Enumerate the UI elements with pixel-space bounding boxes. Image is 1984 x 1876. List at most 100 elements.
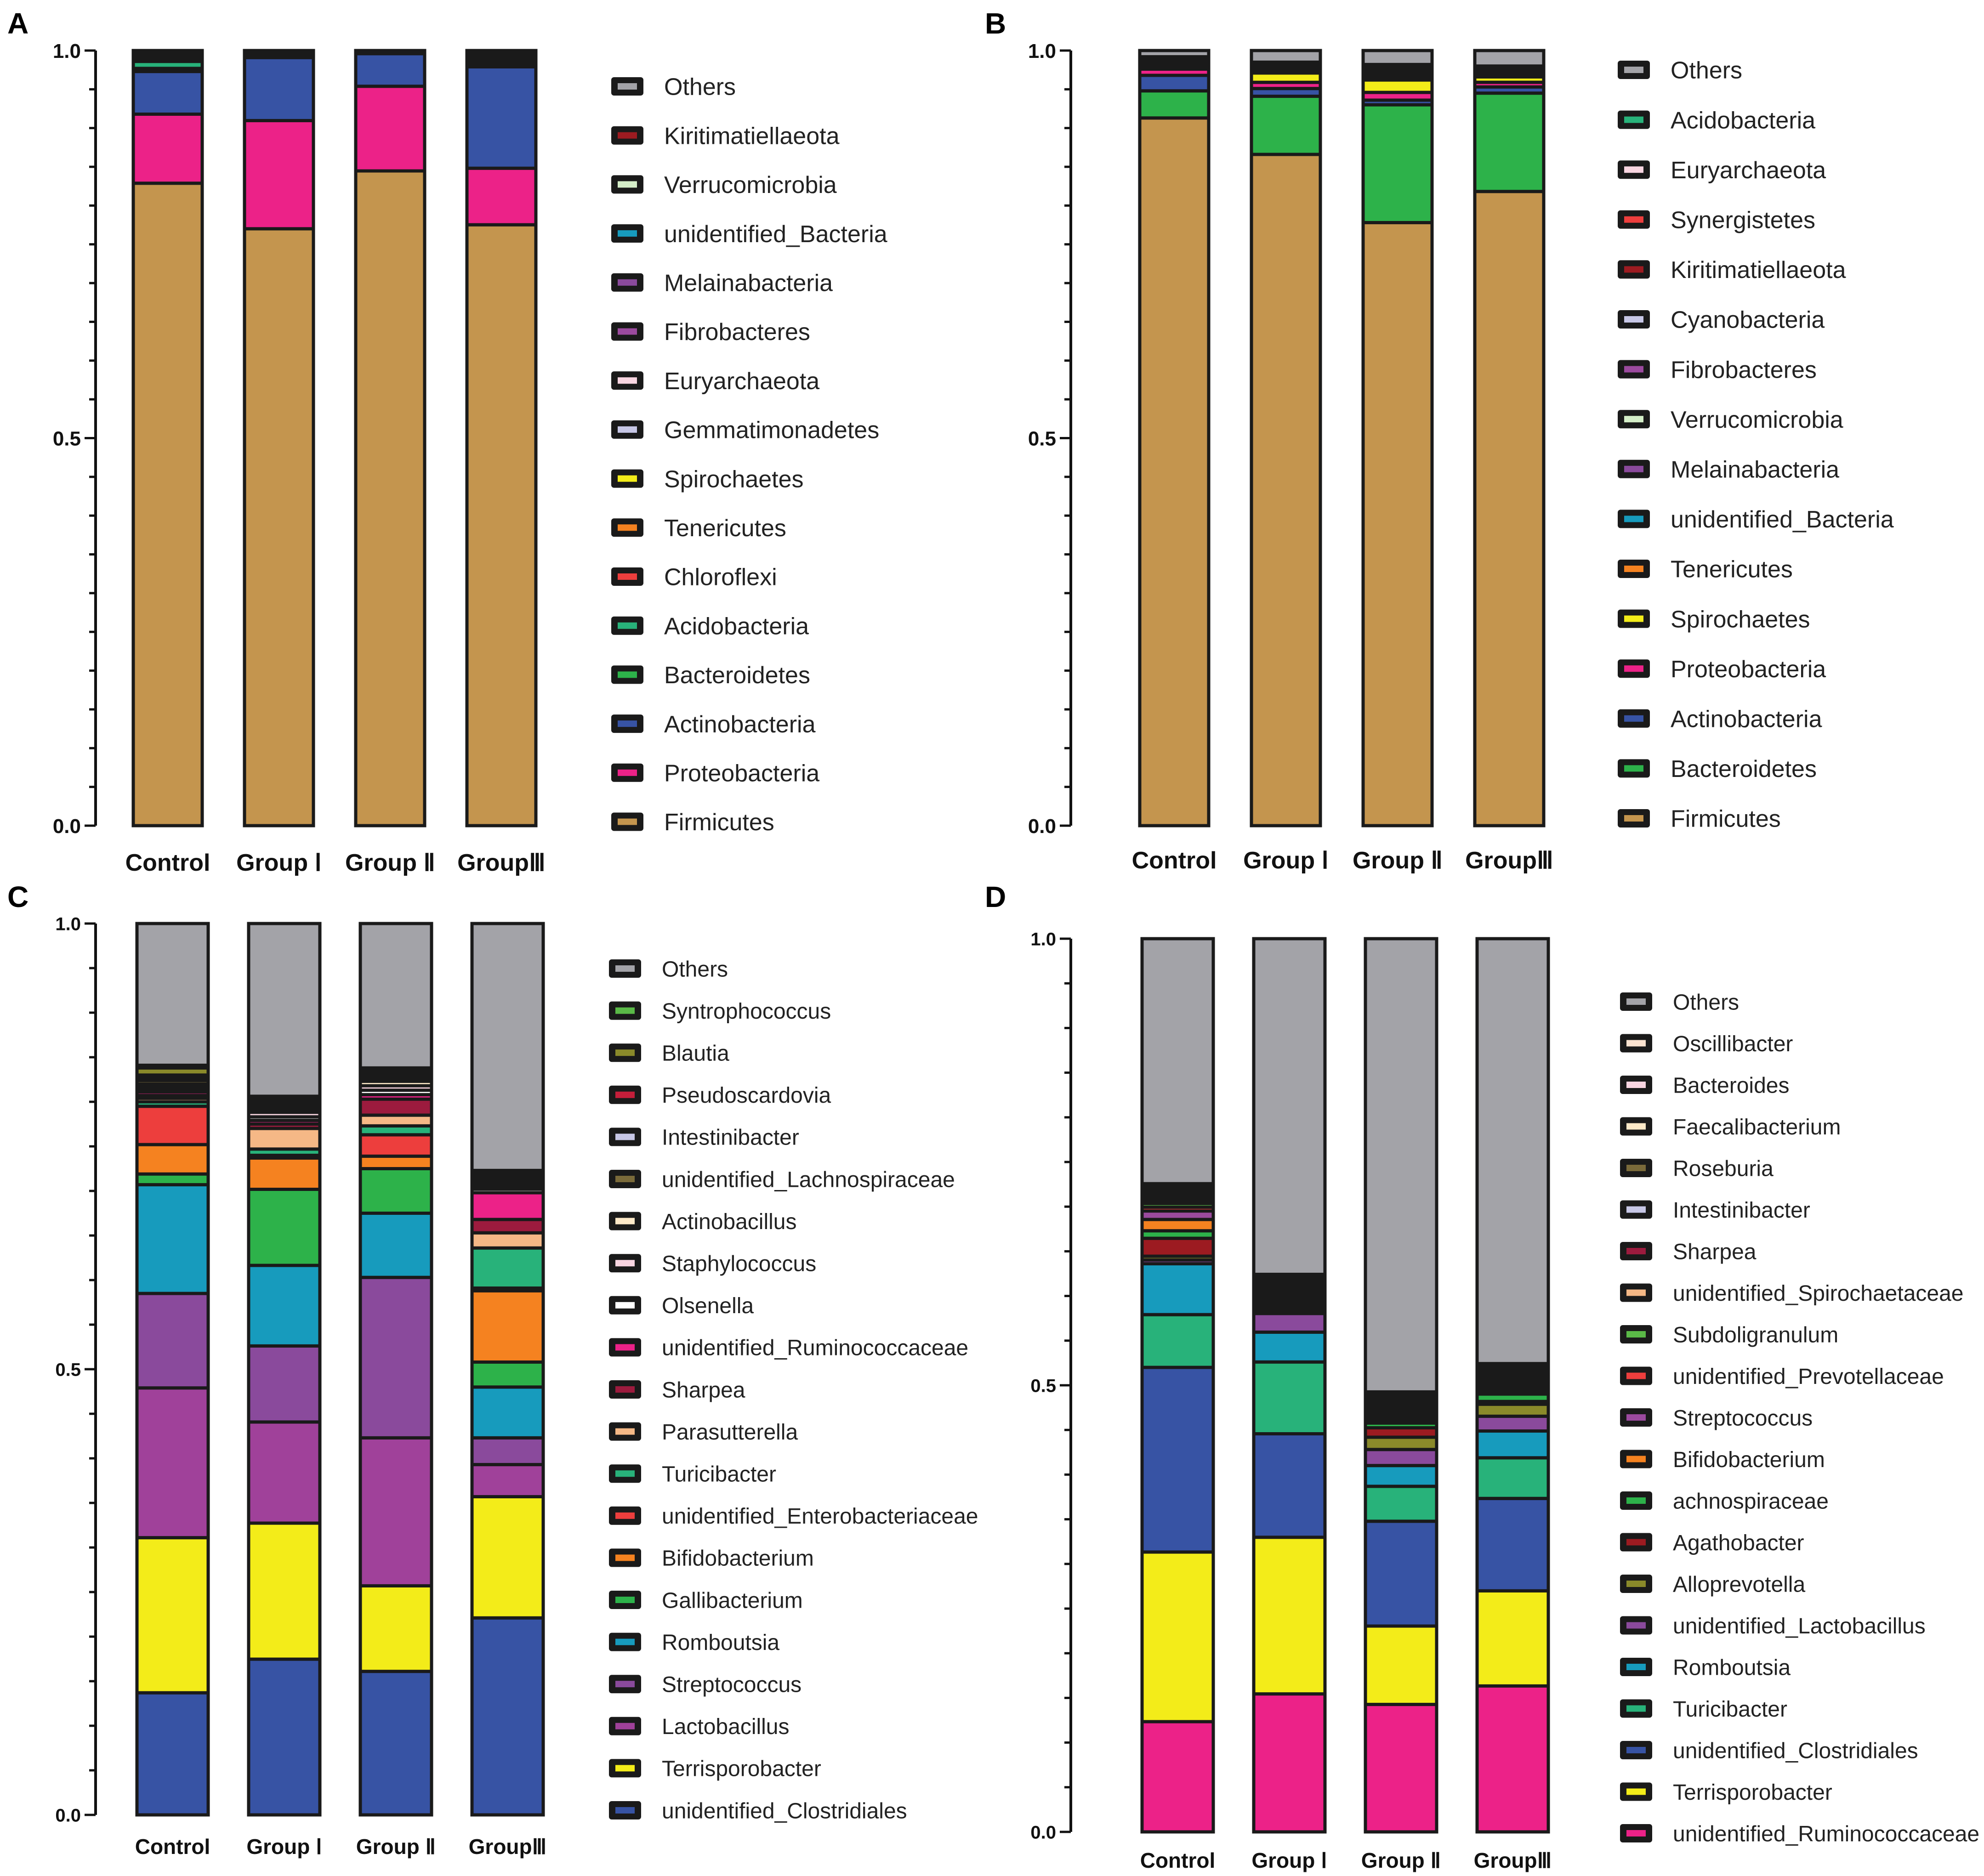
legend-label: Bacteroidetes	[664, 662, 810, 689]
legend-label: Turicibacter	[1673, 1697, 1787, 1722]
panel-letter-c: C	[7, 880, 29, 913]
panel-d-chart: 0.0 0.5 1.0 Control Group Ⅰ Group Ⅱ GroupⅢ Othe…	[1030, 929, 1979, 1872]
legend-label: Blautia	[662, 1041, 729, 1066]
panel-c-segment-lactobacillus	[358, 1436, 433, 1587]
legend-swatch-fill	[618, 573, 637, 580]
legend-swatch-fill	[615, 1428, 635, 1435]
legend-label: Chloroflexi	[664, 564, 777, 591]
legend-swatch-fill	[1624, 366, 1643, 373]
legend-swatch-fill	[1626, 1830, 1646, 1836]
legend-swatch-fill	[1626, 1040, 1646, 1047]
legend-label: Romboutsia	[662, 1631, 779, 1655]
panel-c-segment-lactobacillus	[470, 1463, 545, 1498]
panel-c-segment-romboutsia	[247, 1264, 322, 1348]
panel-a-segment-proteobacteria	[354, 85, 426, 173]
panel-b-bar-control	[1138, 49, 1211, 827]
panel-d-segment-terrisporobacter	[1140, 1550, 1215, 1723]
panel-d-bar-control	[1140, 937, 1215, 1834]
legend-swatch-fill	[1624, 216, 1643, 223]
legend-label: Intestinibacter	[1673, 1198, 1810, 1223]
legend-swatch-fill	[618, 671, 637, 678]
panel-c-segment-sharpea	[358, 1097, 433, 1117]
legend-swatch-fill	[615, 1723, 635, 1729]
legend-swatch-fill	[618, 769, 637, 776]
legend-swatch-fill	[1624, 266, 1643, 273]
panel-c-segment-parasutterella	[247, 1127, 322, 1151]
panel-d-segment-others	[1475, 937, 1550, 1366]
panel-d-segment-turicibacter	[1364, 1485, 1438, 1523]
legend-swatch-fill	[615, 1470, 635, 1477]
panel-b-segment-others	[1250, 49, 1322, 64]
legend-label: Synergistetes	[1671, 207, 1815, 234]
panel-d-y-tick-label: 0.0	[1030, 1822, 1056, 1842]
legend-swatch-fill	[1626, 1664, 1646, 1670]
panel-b-segment-firmicutes	[1473, 190, 1546, 827]
legend-label: Bifidobacterium	[1673, 1448, 1825, 1472]
legend-label: Sharpea	[662, 1378, 745, 1402]
legend-label: Tenericutes	[1671, 556, 1793, 583]
panel-letter-b: B	[985, 7, 1006, 40]
panel-c-segment-bifidobacterium	[358, 1154, 433, 1171]
panel-c-segment-gallibacterium	[358, 1167, 433, 1215]
panel-d-segment-bifidobacterium	[1140, 1218, 1215, 1233]
panel-c-segment-gallibacterium	[470, 1360, 545, 1389]
panel-a-segment-firmicutes	[465, 223, 538, 827]
legend-label: achnospiraceae	[1673, 1489, 1829, 1513]
legend-label: Streptococcus	[1673, 1406, 1813, 1430]
panel-c-segment-terrisporobacter	[247, 1521, 322, 1661]
panel-c-bar-control	[135, 922, 210, 1817]
panel-c-segment-lactobacillus	[135, 1386, 210, 1540]
legend-label: unidentified_Ruminococcaceae	[1673, 1822, 1979, 1846]
legend-swatch-fill	[1626, 1289, 1646, 1296]
panel-d-segment-unidentified-ruminococcaceae	[1140, 1720, 1215, 1834]
panel-c-chart: 0.0 0.5 1.0 Control Group Ⅰ Group Ⅱ GroupⅢ Othe…	[55, 914, 978, 1859]
panel-d-category-label: Control	[1140, 1848, 1216, 1872]
legend-swatch-fill	[615, 1807, 635, 1814]
panel-b-y-tick-label: 1.0	[1028, 40, 1056, 62]
panel-c-bar-group	[247, 922, 322, 1817]
panel-d-segment-turicibacter	[1252, 1360, 1327, 1436]
legend-label: Streptococcus	[662, 1672, 802, 1697]
panel-b-segment-spirochaetes	[1361, 78, 1434, 94]
legend-label: Gemmatimonadetes	[664, 417, 879, 444]
legend-swatch-fill	[615, 1007, 635, 1014]
panel-b-segment-others	[1361, 49, 1434, 66]
legend-label: Melainabacteria	[1671, 457, 1839, 483]
panel-b-segment-bacteroidetes	[1473, 91, 1546, 193]
legend-label: Actinobacteria	[1671, 706, 1822, 733]
panel-c-segment-terrisporobacter	[358, 1584, 433, 1673]
legend-swatch-fill	[1624, 615, 1643, 622]
panel-c-segment-others	[470, 922, 545, 1172]
legend-label: unidentified_Lactobacillus	[1673, 1614, 1926, 1638]
panel-c-segment-unidentified-clostridiales	[470, 1616, 545, 1817]
panel-b-segment-firmicutes	[1361, 221, 1434, 827]
panel-c-segment-lactobacillus	[247, 1420, 322, 1525]
legend-label: Others	[1673, 990, 1739, 1015]
legend-swatch-fill	[1626, 1372, 1646, 1379]
legend-label: Bacteroides	[1673, 1073, 1789, 1098]
legend-label: Intestinibacter	[662, 1126, 799, 1150]
panel-b-category-label: Group Ⅰ	[1243, 847, 1329, 874]
panel-a-legend: Others Kiritimatiellaeota Verrucomicrobia u…	[611, 74, 887, 836]
legend-swatch-fill	[618, 475, 637, 482]
panel-c-segment-bifidobacterium	[135, 1143, 210, 1176]
panel-d-category-label: GroupⅢ	[1474, 1848, 1552, 1872]
legend-swatch-fill	[1626, 1414, 1646, 1421]
panel-d-segment-others	[1140, 937, 1215, 1185]
panel-c-segment-romboutsia	[358, 1212, 433, 1279]
panel-a-category-label: GroupⅢ	[457, 850, 546, 876]
legend-label: Cyanobacteria	[1671, 307, 1825, 334]
panel-c-category-label: Control	[135, 1835, 210, 1859]
legend-swatch-fill	[615, 1218, 635, 1224]
panel-b-segment-bacteroidetes	[1361, 103, 1434, 225]
panel-a-segment-firmicutes	[354, 169, 426, 827]
panel-c-segment-turicibacter	[470, 1246, 545, 1290]
legend-swatch-fill	[615, 1176, 635, 1182]
legend-label: Pseudoscardovia	[662, 1083, 831, 1108]
legend-swatch-fill	[615, 1597, 635, 1603]
legend-swatch-fill	[1624, 67, 1643, 73]
legend-label: Terrisporobacter	[1673, 1780, 1832, 1805]
panel-a-bar-group	[243, 49, 315, 827]
legend-swatch-fill	[618, 181, 637, 188]
